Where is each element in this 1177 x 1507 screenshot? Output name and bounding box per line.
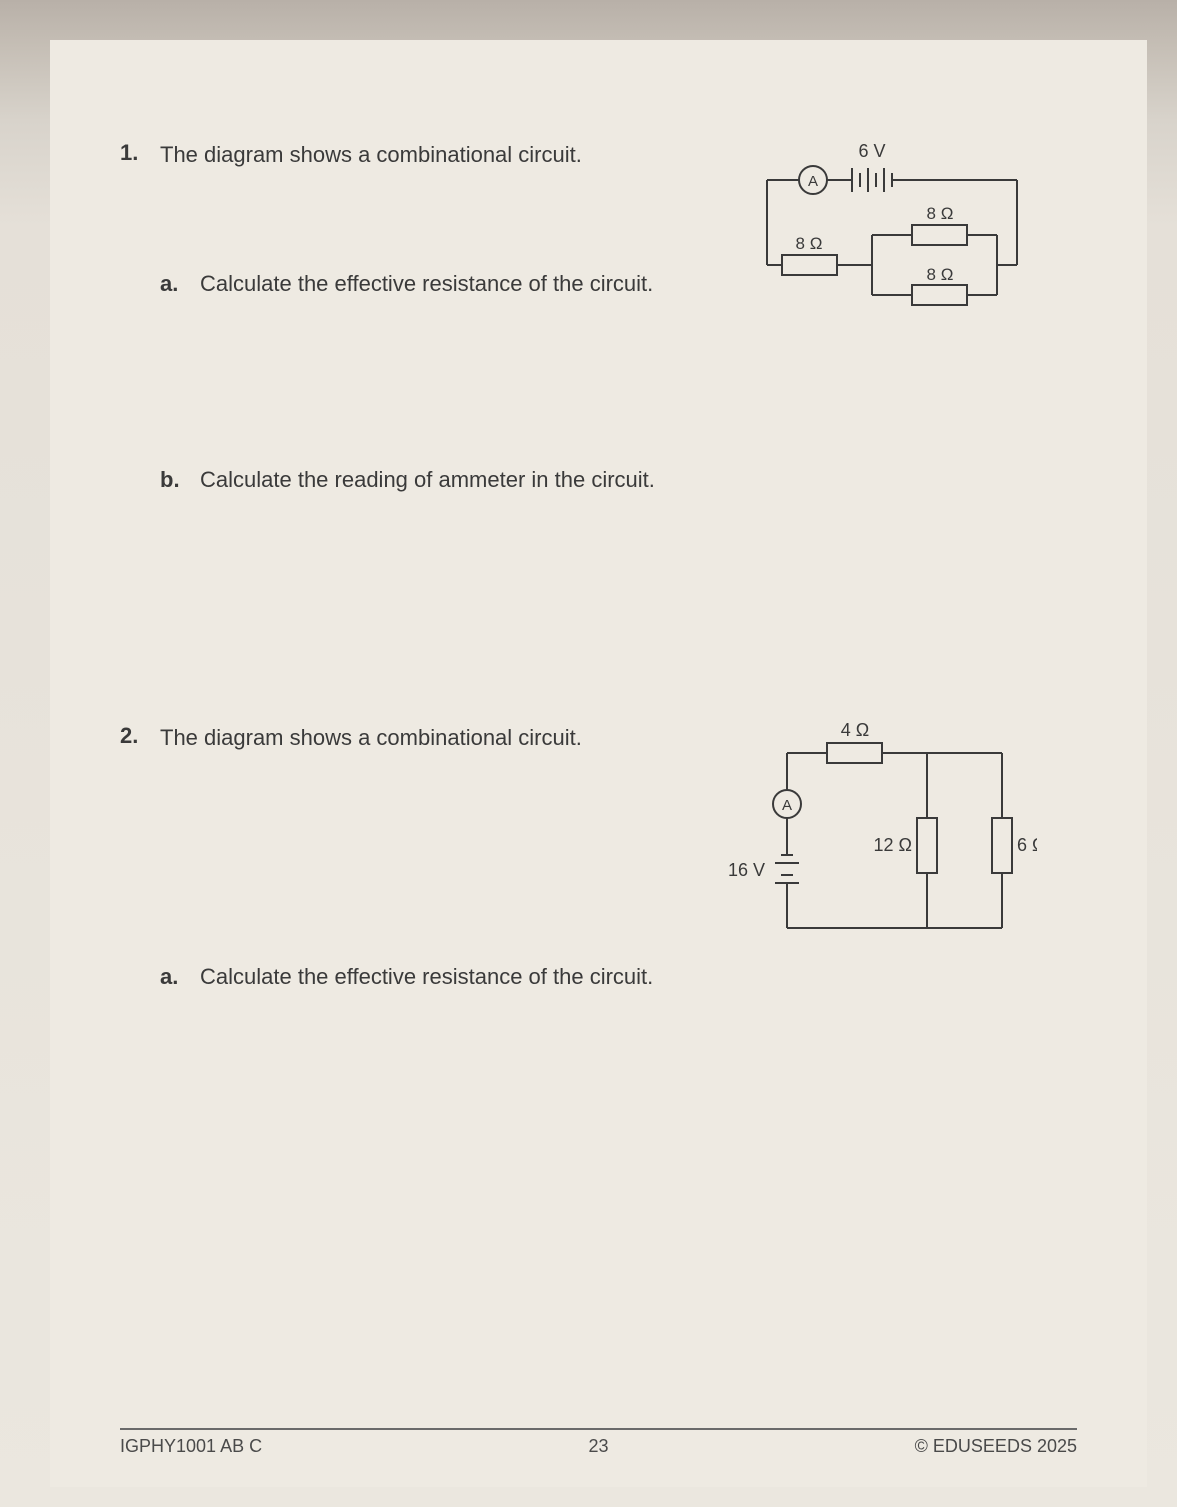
question-1: 1. The diagram shows a combinational cir…: [120, 140, 1077, 493]
q1-number: 1.: [120, 140, 138, 166]
q1-part-b: b. Calculate the reading of ammeter in t…: [160, 467, 1077, 493]
q2a-letter: a.: [160, 964, 178, 990]
c1-r2-label: 8 Ω: [927, 204, 954, 223]
c2-r2-label: 12 Ω: [874, 835, 912, 855]
worksheet-page: 1. The diagram shows a combinational cir…: [50, 40, 1147, 1487]
footer-left: IGPHY1001 AB C: [120, 1436, 262, 1457]
c1-r1-label: 8 Ω: [796, 234, 823, 253]
c2-r3-label: 6 Ω: [1017, 835, 1037, 855]
c2-voltage-label: 16 V: [728, 860, 765, 880]
q1-part-a: a. Calculate the effective resistance of…: [160, 271, 1077, 297]
footer-right: © EDUSEEDS 2025: [915, 1436, 1077, 1457]
q1a-letter: a.: [160, 271, 178, 297]
circuit-diagram-2: 4 Ω A 16 V 12 Ω 6 Ω: [717, 708, 1037, 963]
c2-r1-label: 4 Ω: [841, 720, 869, 740]
page-footer: IGPHY1001 AB C 23 © EDUSEEDS 2025: [120, 1428, 1077, 1457]
question-2: 2. The diagram shows a combinational cir…: [120, 723, 1077, 990]
q2-number: 2.: [120, 723, 138, 749]
footer-page-number: 23: [588, 1436, 608, 1457]
q2-part-a: a. Calculate the effective resistance of…: [160, 964, 1077, 990]
c1-ammeter-label: A: [808, 173, 818, 190]
circuit-diagram-1: 6 V A 8 Ω 8 Ω 8 Ω: [737, 135, 1037, 340]
c1-voltage-label: 6 V: [858, 141, 885, 161]
q1b-text: Calculate the reading of ammeter in the …: [200, 467, 1077, 493]
q1a-text: Calculate the effective resistance of th…: [200, 271, 1077, 297]
c2-ammeter-label: A: [782, 797, 792, 814]
q2a-text: Calculate the effective resistance of th…: [200, 964, 1077, 990]
q1b-letter: b.: [160, 467, 180, 493]
